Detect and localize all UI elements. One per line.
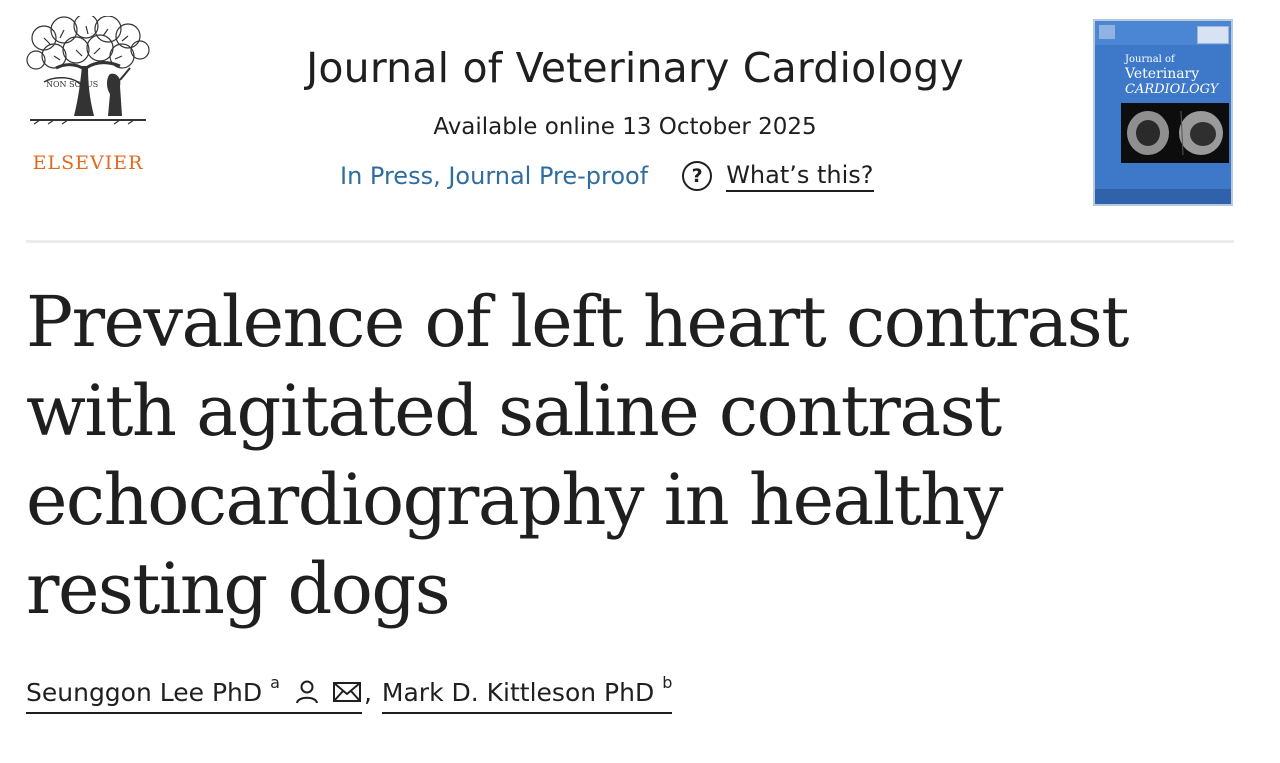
author-separator: ,: [363, 678, 372, 707]
author-link-kittleson[interactable]: Mark D. Kittleson PhD b: [381, 672, 673, 714]
cover-title-line1: Journal of: [1125, 54, 1175, 65]
journal-cover-image[interactable]: Journal of Veterinary CARDIOLOGY: [1093, 19, 1233, 206]
elsevier-tree-logo-icon: NON SOLUS: [26, 16, 150, 125]
cover-echocardiogram-image: [1121, 103, 1229, 163]
available-online-date: Available online 13 October 2025: [433, 114, 817, 140]
publisher-motto: NON SOLUS: [46, 80, 98, 89]
publisher-logo[interactable]: NON SOLUS ELSEVIER: [24, 16, 152, 174]
affiliation-marker[interactable]: a: [270, 672, 280, 692]
article-title: Prevalence of left heart contrast with a…: [26, 281, 1129, 630]
cover-title-line3: CARDIOLOGY: [1125, 82, 1219, 97]
envelope-icon[interactable]: [332, 680, 362, 704]
author-name: Seunggon Lee PhD: [26, 677, 263, 707]
cover-issue-box: [1197, 26, 1229, 44]
author-list: Seunggon Lee PhD a , Mark D. Kittleson P…: [26, 672, 673, 718]
publisher-name: ELSEVIER: [32, 152, 144, 174]
author-name: Mark D. Kittleson PhD: [381, 677, 655, 707]
person-icon[interactable]: [294, 679, 320, 705]
article-status-row: In Press, Journal Pre-proof ? What’s thi…: [340, 158, 874, 194]
cover-footer-band: [1095, 189, 1231, 204]
whats-this-link[interactable]: What’s this?: [726, 161, 874, 192]
author-link-lee[interactable]: Seunggon Lee PhD a: [26, 672, 362, 714]
in-press-status: In Press, Journal Pre-proof: [340, 162, 649, 190]
affiliation-marker[interactable]: b: [662, 672, 673, 692]
question-circle-icon[interactable]: ?: [682, 161, 713, 191]
cover-title-line2: Veterinary: [1125, 66, 1200, 82]
journal-title-link[interactable]: Journal of Veterinary Cardiology: [306, 44, 964, 92]
cover-publisher-mark: [1099, 25, 1115, 39]
header-divider: [26, 240, 1234, 243]
